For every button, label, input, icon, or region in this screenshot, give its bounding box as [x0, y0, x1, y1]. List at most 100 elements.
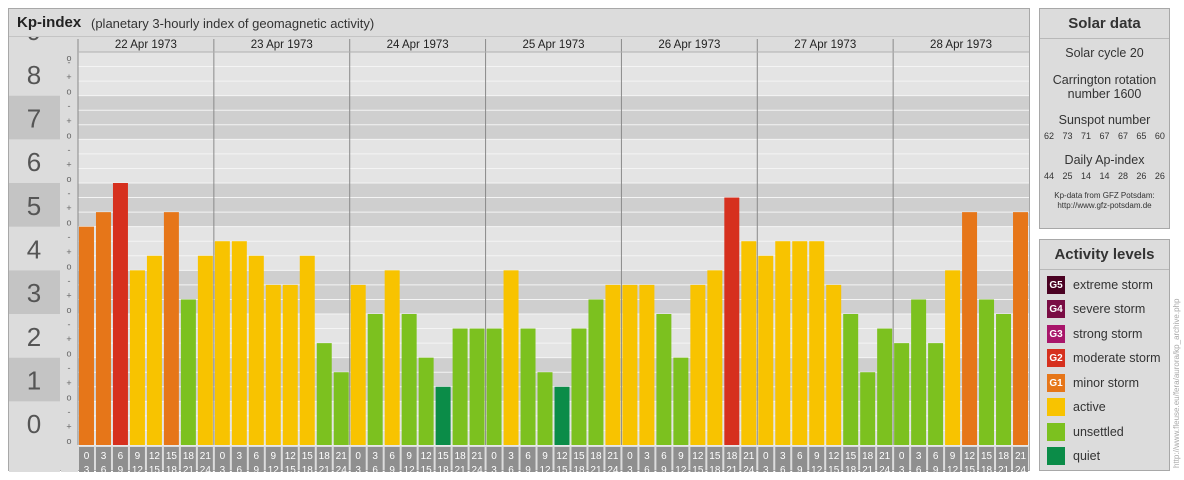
legend-swatch [1047, 423, 1065, 441]
legend-swatch [1047, 447, 1065, 465]
chart-title: Kp-index [17, 14, 82, 31]
solar-cycle: Solar cycle 20 [1065, 46, 1144, 60]
interval-end: 24 [1015, 465, 1027, 472]
y-band [78, 95, 1029, 140]
interval-end: 9 [661, 465, 667, 472]
kp-bar [656, 314, 672, 445]
sunspot-value: 65 [1136, 131, 1147, 141]
interval-start: 18 [862, 451, 874, 462]
kp-bar [503, 270, 519, 445]
interval-end: 6 [780, 465, 786, 472]
interval-box [622, 447, 638, 472]
legend-label: moderate storm [1073, 351, 1161, 365]
interval-start: 15 [166, 451, 178, 462]
interval-start: 12 [421, 451, 433, 462]
interval-end: 6 [372, 465, 378, 472]
interval-box [554, 447, 570, 472]
interval-start: 21 [336, 451, 348, 462]
interval-start: 21 [1015, 451, 1027, 462]
interval-box [367, 447, 383, 472]
legend-swatch: G1 [1047, 374, 1065, 392]
interval-start: 15 [302, 451, 314, 462]
sunspot-value: 60 [1154, 131, 1165, 141]
interval-start: 9 [271, 451, 277, 462]
legend-swatch: G2 [1047, 349, 1065, 367]
interval-end: 24 [472, 465, 484, 472]
kp-bar [79, 226, 94, 445]
y-tick-label: 4 [27, 235, 41, 265]
interval-end: 6 [508, 465, 514, 472]
legend-item: G1 minor storm [1047, 373, 1139, 393]
interval-box [826, 447, 842, 472]
kp-bar [316, 343, 332, 445]
interval-end: 21 [862, 465, 874, 472]
kp-bar [707, 270, 723, 445]
kp-bar [673, 357, 689, 445]
y-band-label-bg [9, 226, 60, 271]
interval-end: 24 [200, 465, 212, 472]
interval-start: 9 [814, 451, 820, 462]
source-line2: http://www.gfz-potsdam.de [1057, 201, 1152, 210]
interval-start: 15 [573, 451, 585, 462]
y-tick-label: 0 [27, 409, 41, 439]
interval-start: 6 [933, 451, 939, 462]
interval-start: 3 [372, 451, 378, 462]
interval-end: 9 [389, 465, 395, 472]
interval-end: 12 [675, 465, 687, 472]
kp-bar [333, 372, 349, 445]
interval-box [860, 447, 876, 472]
interval-end: 12 [404, 465, 416, 472]
interval-start: 12 [964, 451, 976, 462]
kp-bar [486, 328, 502, 445]
kp-bar [792, 241, 808, 445]
day-label: 28 Apr 1973 [930, 39, 992, 51]
interval-start: 12 [149, 451, 161, 462]
y-tick-label: 8 [27, 60, 41, 90]
kp-bar [639, 284, 655, 445]
kp-bar [469, 328, 485, 445]
sub-marker: o [66, 436, 71, 446]
legend-swatch: G4 [1047, 300, 1065, 318]
interval-start: 6 [525, 451, 531, 462]
interval-box [809, 447, 825, 472]
interval-start: 12 [692, 451, 704, 462]
interval-start: 3 [916, 451, 922, 462]
interval-box [843, 447, 859, 472]
y-band-label-bg [9, 401, 60, 445]
interval-end: 18 [166, 465, 178, 472]
interval-box [486, 447, 502, 472]
carrington-line2: number 1600 [1067, 87, 1142, 101]
sub-marker: + [66, 421, 71, 431]
interval-box [282, 447, 298, 472]
interval-start: 21 [743, 451, 755, 462]
sub-marker: o [66, 174, 71, 184]
interval-start: 18 [183, 451, 195, 462]
legend-label: unsettled [1073, 425, 1124, 439]
kp-bar [724, 197, 740, 445]
sub-marker: - [68, 145, 71, 155]
interval-start: 0 [220, 451, 226, 462]
interval-box [894, 447, 910, 472]
interval-start: 21 [200, 451, 212, 462]
sub-marker: o [66, 218, 71, 228]
legend-swatch [1047, 398, 1065, 416]
interval-box [350, 447, 366, 472]
sub-marker: + [66, 116, 71, 126]
interval-box [214, 447, 230, 472]
kp-bar [197, 255, 213, 445]
interval-box [996, 447, 1012, 472]
interval-box [673, 447, 689, 472]
legend-label: active [1073, 400, 1106, 414]
sub-marker: + [66, 247, 71, 257]
interval-end: 15 [285, 465, 297, 472]
sub-marker: + [66, 203, 71, 213]
interval-end: 9 [797, 465, 803, 472]
interval-end: 15 [149, 465, 161, 472]
interval-box [418, 447, 434, 472]
kp-bar [180, 299, 196, 445]
chart-subtitle: (planetary 3-hourly index of geomagnetic… [91, 16, 375, 31]
kp-bar [146, 255, 162, 445]
legend-swatch: G3 [1047, 325, 1065, 343]
day-label: 24 Apr 1973 [387, 39, 449, 51]
interval-start: 0 [899, 451, 905, 462]
